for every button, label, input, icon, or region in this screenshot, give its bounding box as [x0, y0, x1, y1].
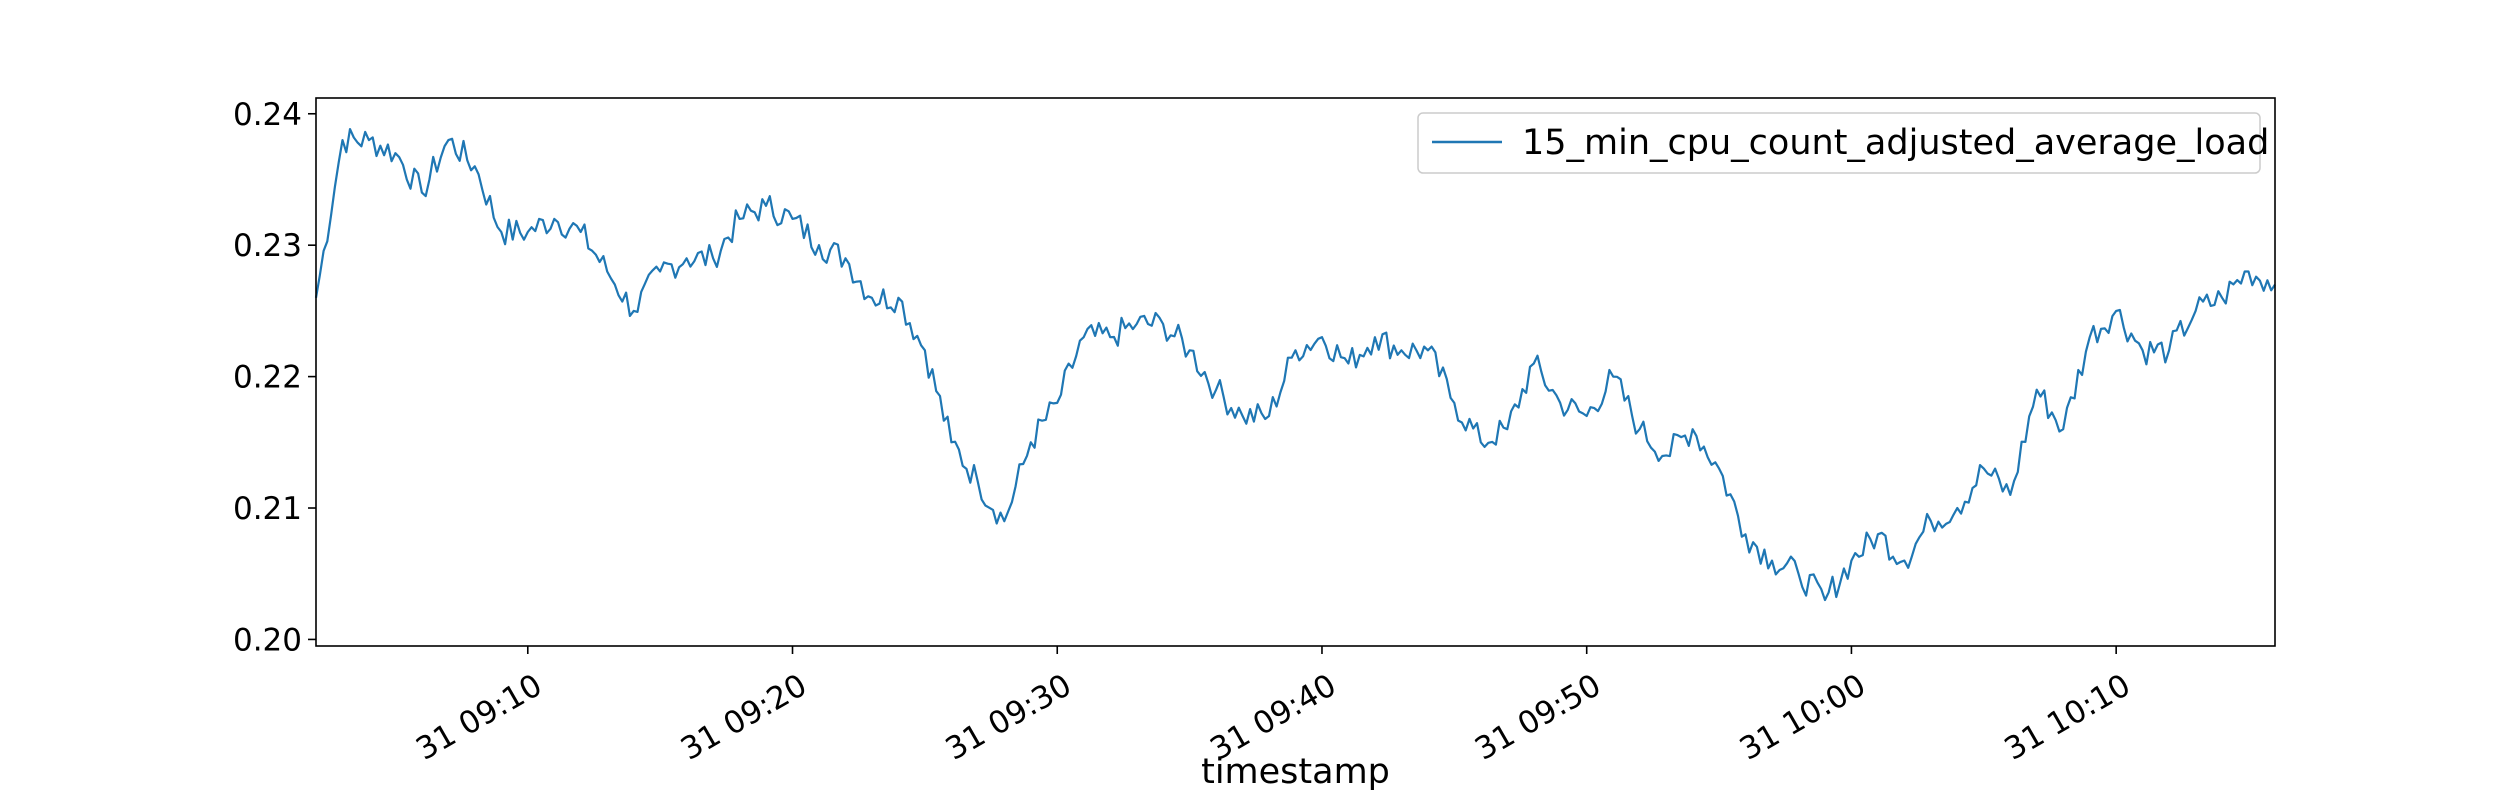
- y-tick-label: 0.20: [233, 622, 302, 658]
- plot-area: [314, 128, 2276, 602]
- series-line-0: [314, 128, 2276, 602]
- y-tick-label: 0.23: [233, 228, 302, 264]
- y-tick-label: 0.24: [233, 97, 302, 133]
- axes: 0.20 0.21 0.22 0.23 0.24 31 09:10 31 09:20 31 0…: [233, 97, 2276, 768]
- x-tick-label: 31 09:30: [940, 667, 1078, 767]
- plot-frame: [315, 97, 2276, 647]
- legend-entry-label: 15_min_cpu_count_adjusted_average_load: [1522, 123, 2269, 163]
- legend: 15_min_cpu_count_adjusted_average_load: [1417, 112, 2269, 174]
- legend-box: [1417, 112, 2261, 174]
- x-tick-label: 31 10:10: [1998, 667, 2136, 767]
- x-tick-label: 31 09:50: [1469, 667, 1607, 767]
- y-tick-label: 0.22: [233, 360, 302, 396]
- x-tick-label: 31 09:20: [675, 667, 813, 767]
- x-axis-label: timestamp: [1201, 752, 1390, 792]
- y-tick-label: 0.21: [233, 491, 302, 527]
- x-tick-label: 31 09:10: [410, 667, 548, 767]
- x-tick-label: 31 10:00: [1734, 667, 1872, 767]
